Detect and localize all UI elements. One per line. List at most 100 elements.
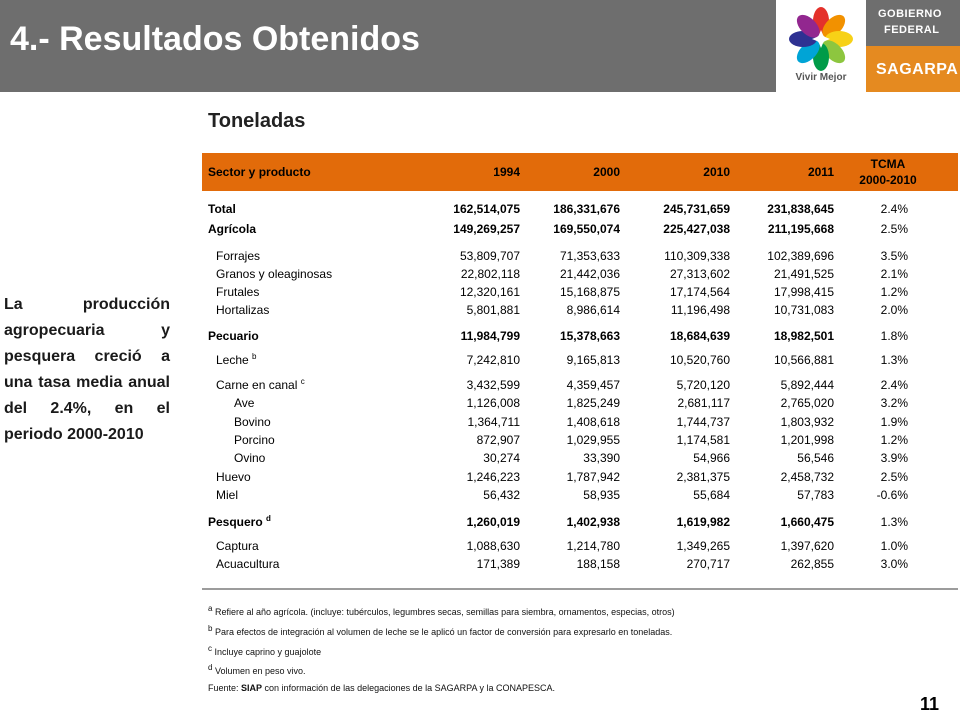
table-row: Acuacultura 171,389 188,158 270,717 262,855 3…: [202, 555, 958, 573]
footnote-a-mark: a: [208, 604, 213, 613]
cell-tcma: 3.5%: [880, 249, 908, 263]
cell-2010: 55,684: [693, 488, 730, 502]
table-header: Sector y producto 1994 2000 2010 2011 TC…: [202, 153, 958, 191]
cell-2000: 1,214,780: [566, 539, 620, 553]
row-label-text: Bovino: [234, 415, 271, 429]
row-label-text: Frutales: [216, 285, 260, 299]
cell-2011: 2,765,020: [780, 396, 834, 410]
cell-tcma: 2.4%: [880, 378, 908, 392]
header-2000: 2000: [593, 165, 620, 179]
cell-2000: 1,029,955: [566, 433, 620, 447]
row-footnote-mark: c: [300, 377, 305, 386]
cell-2000: 4,359,457: [566, 378, 620, 392]
cell-2000: 1,402,938: [566, 515, 620, 529]
cell-2010: 1,744,737: [676, 415, 730, 429]
cell-2000: 58,935: [583, 488, 620, 502]
cell-tcma: 2.4%: [880, 202, 908, 216]
cell-2011: 262,855: [790, 557, 834, 571]
cell-2000: 21,442,036: [559, 267, 620, 281]
vivir-mejor-flower-icon: [789, 7, 853, 71]
sagarpa-box: SAGARPA: [866, 46, 960, 92]
cell-1994: 149,269,257: [453, 222, 520, 236]
cell-tcma: 3.9%: [880, 451, 908, 465]
table-row: Bovino 1,364,711 1,408,618 1,744,737 1,803,9…: [202, 413, 958, 431]
row-label: Ovino: [234, 449, 265, 467]
cell-2011: 10,731,083: [773, 303, 834, 317]
row-label-text: Agrícola: [208, 222, 257, 236]
cell-tcma: -0.6%: [876, 488, 908, 502]
source-text: con información de las delegaciones de l…: [262, 683, 556, 693]
cell-2010: 225,427,038: [663, 222, 730, 236]
table-row: Total 162,514,075 186,331,676 245,731,659 23…: [202, 200, 958, 218]
table-row: Agrícola 149,269,257 169,550,074 225,427,03…: [202, 220, 958, 238]
cell-2000: 33,390: [583, 451, 620, 465]
cell-2000: 8,986,614: [566, 303, 620, 317]
gobierno-line1: GOBIERNO: [878, 8, 942, 20]
page-number: 11: [920, 694, 940, 714]
cell-2000: 71,353,633: [559, 249, 620, 263]
row-label: Huevo: [216, 468, 251, 486]
gobierno-line2: FEDERAL: [884, 24, 940, 36]
cell-tcma: 1.2%: [880, 433, 908, 447]
table-row: Huevo 1,246,223 1,787,942 2,381,375 2,458,73…: [202, 468, 958, 486]
row-label-text: Huevo: [216, 470, 251, 484]
cell-2010: 54,966: [693, 451, 730, 465]
table-row: Forrajes 53,809,707 71,353,633 110,309,338 1…: [202, 247, 958, 265]
cell-2011: 1,660,475: [780, 515, 834, 529]
cell-2011: 5,892,444: [780, 378, 834, 392]
cell-1994: 22,802,118: [460, 267, 520, 281]
cell-1994: 53,809,707: [459, 249, 520, 263]
row-footnote-mark: b: [252, 352, 257, 361]
table-row: Frutales 12,320,161 15,168,875 17,174,564 17…: [202, 283, 958, 301]
cell-2000: 186,331,676: [553, 202, 620, 216]
cell-1994: 5,801,881: [466, 303, 520, 317]
cell-2011: 1,201,998: [780, 433, 834, 447]
cell-tcma: 2.5%: [880, 222, 908, 236]
row-label: Pecuario: [208, 327, 259, 345]
footnote-c-mark: c: [208, 644, 212, 653]
cell-tcma: 2.1%: [880, 267, 908, 281]
row-label-text: Miel: [216, 488, 239, 502]
row-footnote-mark: d: [266, 514, 271, 523]
cell-2000: 188,158: [576, 557, 620, 571]
table-row: Pesquero d 1,260,019 1,402,938 1,619,982 1,6…: [202, 513, 958, 531]
cell-2011: 18,982,501: [773, 329, 834, 343]
header-tcma-line1: TCMA: [870, 157, 906, 171]
source-siap: SIAP: [241, 683, 263, 693]
footnote-b-mark: b: [208, 624, 213, 633]
cell-1994: 7,242,810: [466, 353, 520, 367]
row-label: Bovino: [234, 413, 271, 431]
footnote-a: a Refiere al año agrícola. (incluye: tub…: [208, 604, 675, 618]
row-label: Carne en canal c: [216, 376, 305, 394]
row-label: Agrícola: [208, 220, 256, 238]
row-label: Frutales: [216, 283, 259, 301]
cell-2010: 10,520,760: [669, 353, 730, 367]
cell-2011: 1,397,620: [780, 539, 834, 553]
row-label-text: Ave: [234, 396, 255, 410]
cell-2011: 231,838,645: [767, 202, 834, 216]
header-tcma-line2: 2000-2010: [859, 173, 917, 187]
cell-tcma: 1.0%: [880, 539, 908, 553]
cell-2000: 15,378,663: [559, 329, 620, 343]
table-unit-heading: Toneladas: [208, 110, 306, 132]
source-note: Fuente: SIAP con información de las dele…: [208, 683, 555, 693]
page-title: 4.- Resultados Obtenidos: [10, 20, 420, 58]
logo-caption: Vivir Mejor: [795, 72, 847, 83]
cell-2010: 110,309,338: [664, 249, 730, 263]
row-label-text: Pecuario: [208, 329, 259, 343]
title-bar: 4.- Resultados Obtenidos: [0, 0, 776, 92]
cell-tcma: 1.2%: [880, 285, 908, 299]
header-1994: 1994: [493, 165, 520, 179]
cell-2011: 17,998,415: [773, 285, 834, 299]
table-row: Porcino 872,907 1,029,955 1,174,581 1,201,99…: [202, 431, 958, 449]
row-label-text: Ovino: [234, 451, 266, 465]
cell-2010: 2,681,117: [677, 396, 731, 410]
cell-tcma: 2.5%: [880, 470, 908, 484]
cell-2011: 57,783: [797, 488, 834, 502]
cell-2011: 1,803,932: [780, 415, 834, 429]
table-row: Leche b 7,242,810 9,165,813 10,520,760 10,56…: [202, 351, 958, 369]
row-label-text: Carne en canal: [216, 378, 298, 392]
cell-1994: 56,432: [483, 488, 520, 502]
cell-1994: 872,907: [476, 433, 520, 447]
row-label-text: Granos y oleaginosas: [216, 267, 333, 281]
